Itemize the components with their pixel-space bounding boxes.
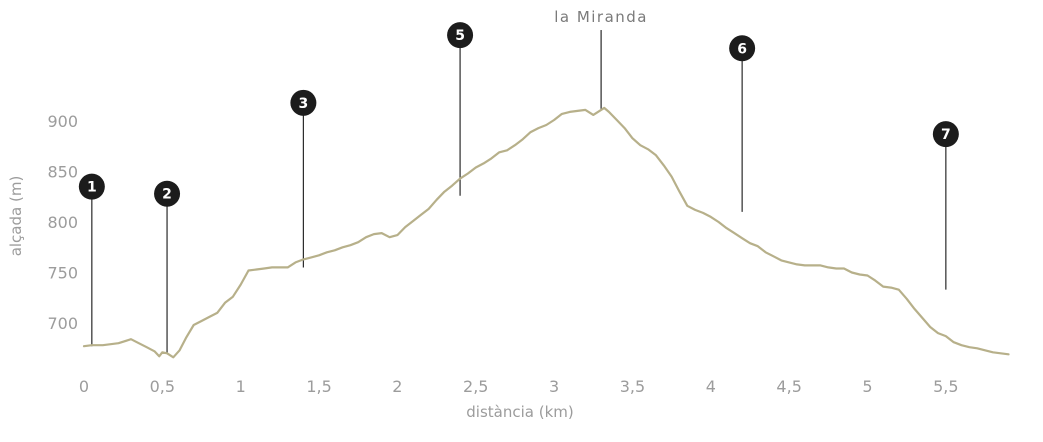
y-tick-label: 700 <box>47 314 78 333</box>
x-tick-label: 3 <box>549 377 559 396</box>
x-tick-label: 4 <box>706 377 716 396</box>
marker-number: 7 <box>941 127 951 143</box>
marker-number: 5 <box>455 28 465 44</box>
y-tick-label: 850 <box>47 163 78 182</box>
waypoint-marker-5: 5 <box>447 22 474 49</box>
marker-number: 2 <box>162 187 172 203</box>
x-tick-label: 1 <box>236 377 246 396</box>
marker-leader-lines <box>91 30 947 354</box>
x-tick-label: 4,5 <box>776 377 801 396</box>
elevation-profile-line <box>82 106 1010 359</box>
x-tick-label: 2,5 <box>463 377 488 396</box>
x-tick-label: 5,5 <box>933 377 958 396</box>
x-tick-label: 1,5 <box>306 377 331 396</box>
peak-label: la Miranda <box>554 8 648 26</box>
marker-circle <box>290 89 317 116</box>
marker-number: 3 <box>299 96 309 112</box>
waypoint-marker-2: 2 <box>154 180 181 207</box>
x-tick-label: 0,5 <box>150 377 175 396</box>
x-tick-label: 2 <box>392 377 402 396</box>
x-tick-label: 5 <box>862 377 872 396</box>
waypoint-marker-1: 1 <box>78 173 105 200</box>
y-tick-label: 750 <box>47 264 78 283</box>
x-axis-label: distància (km) <box>466 403 573 421</box>
waypoint-markers: 1 2 3 5 6 7 <box>78 22 959 207</box>
x-axis-ticks: 0 0,5 1 1,5 2 2,5 3 3,5 4 4,5 5 5,5 <box>79 377 959 396</box>
marker-circle <box>447 22 474 49</box>
y-axis-label: alçada (m) <box>7 176 25 257</box>
x-tick-label: 3,5 <box>620 377 645 396</box>
y-tick-label: 900 <box>47 112 78 131</box>
marker-circle <box>78 173 105 200</box>
waypoint-marker-3: 3 <box>290 89 317 116</box>
y-tick-label: 800 <box>47 213 78 232</box>
y-axis-ticks: 700 750 800 850 900 <box>47 112 78 333</box>
marker-circle <box>154 180 181 207</box>
waypoint-marker-7: 7 <box>932 121 959 148</box>
marker-circle <box>729 35 756 62</box>
x-tick-label: 0 <box>79 377 89 396</box>
waypoint-marker-6: 6 <box>729 35 756 62</box>
marker-number: 6 <box>737 41 747 57</box>
peak-annotations: la Miranda <box>554 8 648 26</box>
marker-number: 1 <box>87 180 97 196</box>
marker-circle <box>932 121 959 148</box>
